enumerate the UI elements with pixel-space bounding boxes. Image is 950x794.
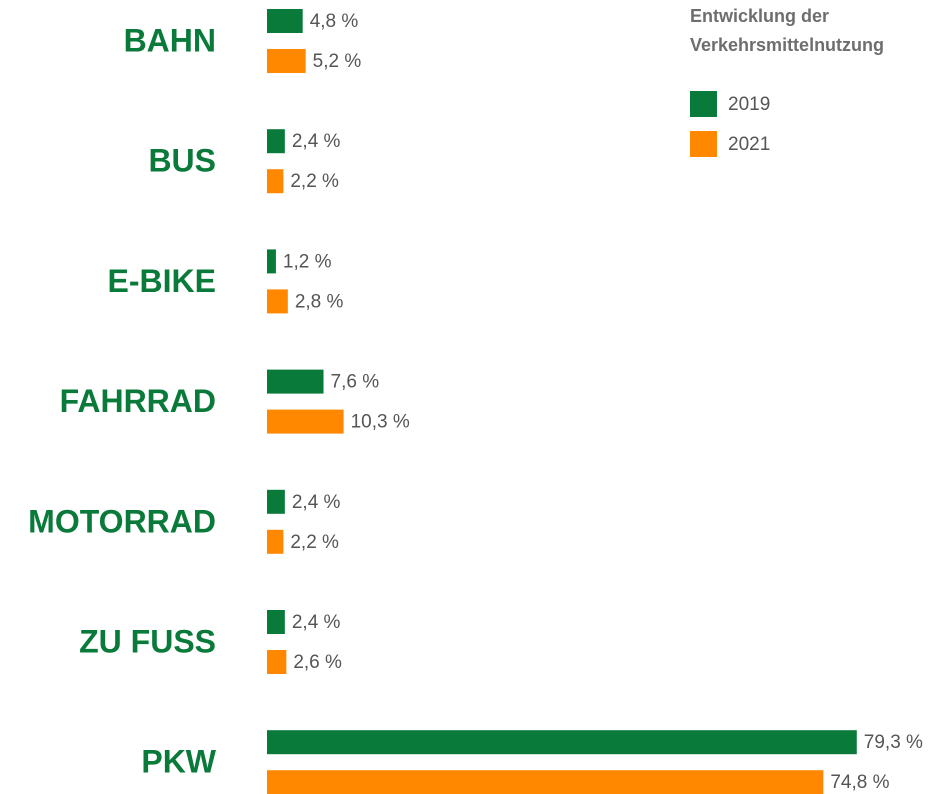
bar bbox=[267, 129, 285, 154]
bar bbox=[267, 610, 285, 634]
value-label: 10,3 % bbox=[351, 412, 410, 433]
value-label: 2,2 % bbox=[290, 532, 339, 553]
legend-swatch bbox=[690, 131, 717, 157]
bar bbox=[267, 369, 324, 394]
category-label: PKW bbox=[141, 744, 216, 780]
legend-label: 2019 bbox=[728, 94, 770, 115]
value-label: 2,2 % bbox=[290, 171, 339, 192]
value-label: 1,2 % bbox=[283, 251, 332, 272]
value-label: 7,6 % bbox=[331, 372, 380, 393]
category-label: BAHN bbox=[124, 22, 216, 58]
bar bbox=[267, 9, 303, 33]
value-label: 74,8 % bbox=[830, 772, 889, 793]
value-label: 2,4 % bbox=[292, 612, 341, 633]
bar bbox=[267, 169, 284, 194]
value-label: 2,4 % bbox=[292, 492, 341, 513]
value-label: 2,8 % bbox=[295, 291, 344, 312]
bar bbox=[267, 249, 276, 274]
bar bbox=[267, 529, 284, 554]
bar bbox=[267, 289, 288, 314]
bar bbox=[267, 49, 306, 73]
bar bbox=[267, 650, 287, 674]
category-label: E-BIKE bbox=[108, 263, 216, 299]
legend-label: 2021 bbox=[728, 134, 770, 155]
chart-title: Entwicklung der Verkehrsmittelnutzung bbox=[690, 6, 885, 55]
value-label: 4,8 % bbox=[310, 11, 359, 32]
category-label: FAHRRAD bbox=[60, 383, 216, 419]
category-label: BUS bbox=[148, 143, 216, 179]
bar bbox=[267, 489, 285, 514]
bar bbox=[267, 770, 824, 794]
value-label: 5,2 % bbox=[313, 51, 362, 72]
value-label: 2,4 % bbox=[292, 131, 341, 152]
bar bbox=[267, 409, 344, 434]
category-label: ZU FUSS bbox=[79, 623, 216, 659]
bar bbox=[267, 730, 857, 755]
legend-swatch bbox=[690, 91, 717, 117]
category-label: MOTORRAD bbox=[28, 503, 216, 539]
value-label: 79,3 % bbox=[864, 732, 923, 753]
value-label: 2,6 % bbox=[293, 652, 342, 673]
